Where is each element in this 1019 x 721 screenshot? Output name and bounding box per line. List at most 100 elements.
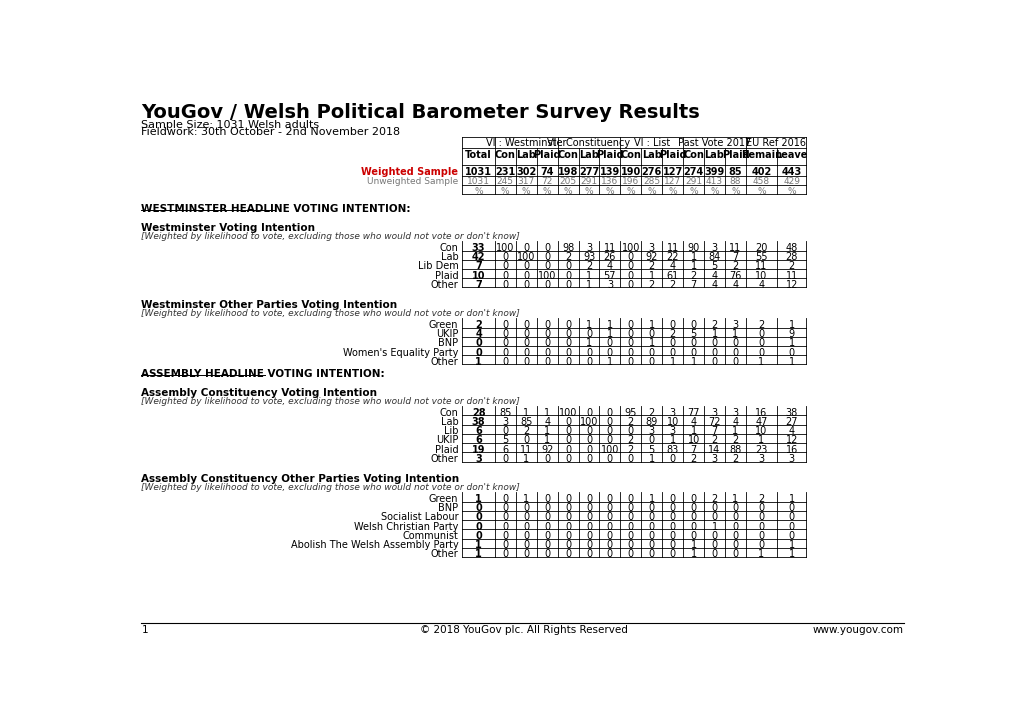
Text: 3: 3 <box>648 243 654 253</box>
Text: 0: 0 <box>669 454 676 464</box>
Text: 85: 85 <box>728 167 742 177</box>
Text: %: % <box>522 187 530 195</box>
Text: 4: 4 <box>475 329 482 339</box>
Text: 3: 3 <box>788 454 794 464</box>
Text: Lib Dem: Lib Dem <box>417 261 458 271</box>
Text: 1: 1 <box>758 357 764 367</box>
Text: 0: 0 <box>627 540 633 550</box>
Text: 291: 291 <box>580 177 597 187</box>
Text: 1: 1 <box>690 357 696 367</box>
Text: 1: 1 <box>648 270 654 280</box>
Text: 0: 0 <box>711 338 717 348</box>
Text: 0: 0 <box>648 549 654 559</box>
Text: 0: 0 <box>565 426 571 436</box>
Text: 3: 3 <box>501 417 507 427</box>
Text: 12: 12 <box>785 435 797 446</box>
Text: 0: 0 <box>523 243 529 253</box>
Text: Past Vote 2017: Past Vote 2017 <box>678 138 750 148</box>
Text: Green: Green <box>429 494 458 504</box>
Text: 0: 0 <box>648 531 654 541</box>
Text: 0: 0 <box>565 320 571 329</box>
Text: 0: 0 <box>565 540 571 550</box>
Text: Westminster Voting Intention: Westminster Voting Intention <box>142 223 315 233</box>
Text: Other: Other <box>430 280 458 290</box>
Text: 88: 88 <box>729 177 741 187</box>
Text: 0: 0 <box>565 329 571 339</box>
Text: 0: 0 <box>543 320 549 329</box>
Text: 83: 83 <box>666 445 679 454</box>
Text: 443: 443 <box>781 167 801 177</box>
Text: 0: 0 <box>669 540 676 550</box>
Text: 0: 0 <box>523 513 529 522</box>
Text: 0: 0 <box>669 531 676 541</box>
Text: 0: 0 <box>565 338 571 348</box>
Text: 0: 0 <box>758 540 764 550</box>
Text: 0: 0 <box>543 243 549 253</box>
Text: 7: 7 <box>475 280 482 290</box>
Text: 190: 190 <box>621 167 640 177</box>
Text: 0: 0 <box>523 521 529 531</box>
Text: 100: 100 <box>600 445 619 454</box>
Text: 4: 4 <box>732 280 738 290</box>
Text: %: % <box>564 187 572 195</box>
Text: Con: Con <box>557 150 578 159</box>
Text: 1: 1 <box>711 329 717 339</box>
Text: 57: 57 <box>603 270 615 280</box>
Text: 11: 11 <box>603 243 615 253</box>
Text: 0: 0 <box>627 320 633 329</box>
Text: 0: 0 <box>523 320 529 329</box>
Text: 0: 0 <box>606 417 612 427</box>
Text: 0: 0 <box>585 540 591 550</box>
Text: 0: 0 <box>565 280 571 290</box>
Text: %: % <box>667 187 677 195</box>
Text: 4: 4 <box>606 261 612 271</box>
Text: Lab: Lab <box>440 252 458 262</box>
Text: 88: 88 <box>729 445 741 454</box>
Text: 100: 100 <box>537 270 555 280</box>
Text: 10: 10 <box>687 435 699 446</box>
Text: 0: 0 <box>501 270 507 280</box>
Text: 0: 0 <box>523 329 529 339</box>
Text: Assembly Constituency Other Parties Voting Intention: Assembly Constituency Other Parties Voti… <box>142 474 460 484</box>
Text: 38: 38 <box>785 407 797 417</box>
Text: Total: Total <box>465 150 491 159</box>
Text: 1: 1 <box>732 329 738 339</box>
Text: 139: 139 <box>599 167 620 177</box>
Text: 0: 0 <box>523 357 529 367</box>
Text: 2: 2 <box>627 417 634 427</box>
Text: Con: Con <box>620 150 641 159</box>
Text: %: % <box>542 187 551 195</box>
Text: 7: 7 <box>732 252 738 262</box>
Text: 0: 0 <box>543 348 549 358</box>
Text: 0: 0 <box>711 348 717 358</box>
Text: Plaid: Plaid <box>721 150 749 159</box>
Text: 0: 0 <box>788 531 794 541</box>
Text: 20: 20 <box>754 243 767 253</box>
Text: 0: 0 <box>758 329 764 339</box>
Text: 0: 0 <box>501 280 507 290</box>
Text: 0: 0 <box>585 357 591 367</box>
Text: 1: 1 <box>543 435 549 446</box>
Text: 0: 0 <box>669 513 676 522</box>
Text: 0: 0 <box>501 513 507 522</box>
Text: 28: 28 <box>785 252 797 262</box>
Text: 1: 1 <box>669 435 676 446</box>
Text: 0: 0 <box>690 521 696 531</box>
Text: Other: Other <box>430 549 458 559</box>
Text: %: % <box>756 187 765 195</box>
Text: 74: 74 <box>540 167 553 177</box>
Text: 1: 1 <box>690 261 696 271</box>
Text: 2: 2 <box>732 261 738 271</box>
Text: 3: 3 <box>711 407 717 417</box>
Text: 5: 5 <box>710 261 717 271</box>
Text: Plaid: Plaid <box>533 150 560 159</box>
Text: Welsh Christian Party: Welsh Christian Party <box>354 521 458 531</box>
Text: 1: 1 <box>788 549 794 559</box>
Text: 85: 85 <box>498 407 511 417</box>
Text: 89: 89 <box>645 417 657 427</box>
Text: 2: 2 <box>710 435 717 446</box>
Text: 28: 28 <box>472 407 485 417</box>
Text: 0: 0 <box>475 503 482 513</box>
Text: 72: 72 <box>541 177 552 187</box>
Text: 1031: 1031 <box>467 177 489 187</box>
